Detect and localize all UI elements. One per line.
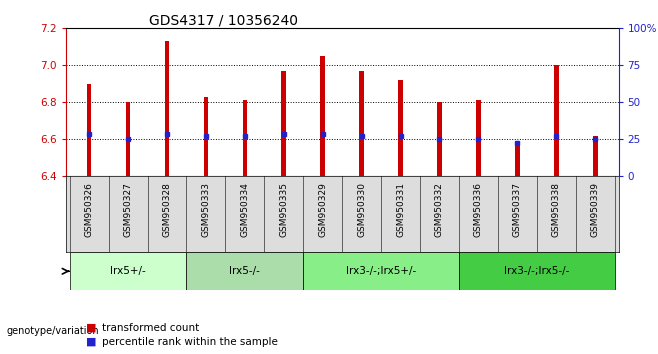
Text: GSM950335: GSM950335 [279, 182, 288, 237]
Bar [203, 97, 209, 176]
Bar [459, 252, 615, 290]
Text: GSM950339: GSM950339 [591, 182, 599, 237]
Bar [593, 136, 597, 176]
Text: GSM950332: GSM950332 [435, 182, 444, 237]
Bar [87, 84, 91, 176]
Bar [164, 41, 169, 176]
Text: lrx5-/-: lrx5-/- [230, 266, 261, 276]
Text: transformed count: transformed count [102, 323, 199, 333]
Text: GSM950328: GSM950328 [163, 182, 172, 237]
Bar [554, 65, 559, 176]
Bar [437, 102, 442, 176]
Bar [320, 56, 325, 176]
Text: lrx3-/-;lrx5+/-: lrx3-/-;lrx5+/- [346, 266, 417, 276]
Text: GSM950338: GSM950338 [552, 182, 561, 237]
Text: lrx5+/-: lrx5+/- [110, 266, 146, 276]
Bar [398, 80, 403, 176]
Text: GSM950329: GSM950329 [318, 182, 327, 237]
Bar [359, 71, 364, 176]
Text: ■: ■ [86, 323, 96, 333]
Bar [282, 71, 286, 176]
Text: GDS4317 / 10356240: GDS4317 / 10356240 [149, 13, 297, 27]
Text: GSM950334: GSM950334 [240, 182, 249, 237]
Bar [476, 101, 481, 176]
Text: GSM950327: GSM950327 [124, 182, 132, 237]
Text: GSM950330: GSM950330 [357, 182, 366, 237]
Text: lrx3-/-;lrx5-/-: lrx3-/-;lrx5-/- [504, 266, 569, 276]
Text: genotype/variation: genotype/variation [7, 326, 99, 336]
Text: GSM950333: GSM950333 [201, 182, 211, 237]
Text: GSM950326: GSM950326 [85, 182, 93, 237]
Bar [303, 252, 459, 290]
Bar [186, 252, 303, 290]
Bar [70, 252, 186, 290]
Text: ■: ■ [86, 337, 96, 347]
Text: GSM950337: GSM950337 [513, 182, 522, 237]
Bar [515, 143, 520, 176]
Text: GSM950331: GSM950331 [396, 182, 405, 237]
Bar [243, 101, 247, 176]
Text: GSM950336: GSM950336 [474, 182, 483, 237]
Bar [126, 102, 130, 176]
Text: percentile rank within the sample: percentile rank within the sample [102, 337, 278, 347]
